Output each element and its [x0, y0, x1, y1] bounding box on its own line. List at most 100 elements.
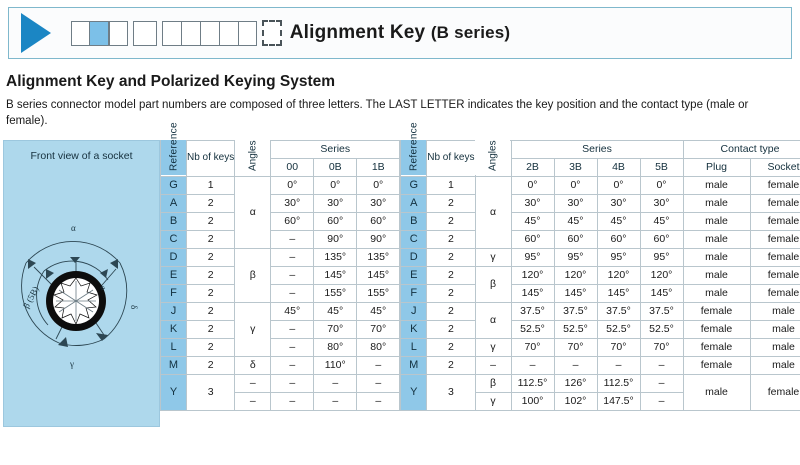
progress-chip-active [90, 20, 109, 46]
table-row: F 2–155° 155° [160, 283, 401, 303]
cell-keys: 2 [185, 319, 236, 339]
cell-keys: 2 [185, 337, 236, 357]
header-contact-type: Contact type [682, 139, 800, 159]
cell-series-3b: 30° [553, 193, 598, 213]
cell-series-0b: 155° [313, 283, 358, 303]
cell-reference: E [160, 265, 187, 285]
cell-keys: 2 [426, 355, 476, 375]
cell-series-3b: 37.5° [553, 301, 598, 321]
cell-series-3b: 95° [553, 247, 598, 267]
table-row: E 2 β 120° 120° 120° 120° male female [400, 265, 800, 303]
cell-series-5b: 30° [639, 193, 684, 213]
cell-reference: C [160, 229, 187, 249]
cell-keys: 3 [426, 373, 476, 411]
socket-diagram-svg: α β (5B) γ δ α [21, 223, 139, 369]
header-reference: Reference [400, 123, 427, 177]
header-angles: Angles [234, 140, 271, 177]
cell-reference: K [160, 319, 187, 339]
header-series-0b: 0B [313, 157, 358, 177]
table-row: F 2 145° 145° 145° 145° male female [400, 283, 800, 303]
cell-reference: J [160, 301, 187, 321]
table-row: B 2 45° 45° 45° 45° male female [400, 211, 800, 231]
cell-series-3b: 126° [553, 373, 598, 393]
cell-socket: male [749, 319, 800, 339]
cell-series-00: 30° [270, 193, 315, 213]
cell-angle: – [234, 391, 272, 411]
cell-keys: 2 [185, 283, 236, 303]
cell-series-1b: 60° [356, 211, 401, 231]
cell-angle: – [234, 373, 272, 393]
cell-series-4b: 120° [596, 265, 641, 285]
cell-socket: female [749, 283, 800, 303]
cell-keys: 2 [185, 301, 236, 321]
alignment-key-table-right: Reference Nb of keys Angles Series Conta… [400, 123, 800, 411]
cell-socket: female [749, 211, 800, 231]
progress-chip-placeholder [262, 20, 282, 46]
table-row: L 2–80° 80° [160, 337, 401, 357]
cell-plug: male [682, 211, 751, 231]
cell-plug: male [682, 247, 751, 267]
cell-series-2b: 52.5° [510, 319, 555, 339]
header-series: Series [510, 139, 684, 159]
cell-series-0b: – [313, 373, 358, 393]
cell-plug: male [682, 373, 751, 411]
cell-series-1b: 155° [356, 283, 401, 303]
cell-series-4b: 52.5° [596, 319, 641, 339]
header-angles: Angles [475, 140, 511, 177]
cell-plug: male [682, 175, 751, 195]
cell-keys: 2 [426, 211, 476, 231]
cell-series-3b: 102° [553, 391, 598, 411]
section-intro: B series connector model part numbers ar… [6, 99, 749, 127]
cell-series-5b: 37.5° [639, 301, 684, 321]
table-row: A 2 30° 30° 30° 30° male female [400, 193, 800, 213]
cell-series-0b: 80° [313, 337, 358, 357]
cell-series-1b: 90° [356, 229, 401, 249]
cell-series-2b: 30° [510, 193, 555, 213]
cell-series-4b: 45° [596, 211, 641, 231]
page-banner: Alignment Key (B series) [8, 7, 792, 59]
table-row: J 2 γ 45° 45° 45° [160, 301, 401, 357]
cell-reference: M [400, 355, 428, 375]
cell-reference: C [400, 229, 428, 249]
cell-reference: J [400, 301, 428, 321]
cell-series-5b: 60° [639, 229, 684, 249]
table-left-wrap: Reference Nb of keys Angles Series 00 0B… [160, 123, 401, 427]
cell-series-4b: 112.5° [596, 373, 641, 393]
header-plug: Plug [682, 157, 751, 177]
cell-reference: L [160, 337, 187, 357]
diagram-caption: Front view of a socket [30, 149, 133, 162]
progress-chip-group [71, 20, 287, 46]
table-row: C 2 60° 60° 60° 60° male female [400, 229, 800, 249]
cell-series-1b: 145° [356, 265, 401, 285]
cell-keys: 2 [185, 247, 236, 267]
table-subheader-row: 00 0B 1B [161, 157, 401, 177]
cell-keys: 2 [426, 247, 476, 267]
cell-series-3b: 60° [553, 229, 598, 249]
cell-series-1b: 135° [356, 247, 401, 267]
cell-series-0b: 135° [313, 247, 358, 267]
cell-series-5b: – [639, 373, 684, 393]
progress-chip [181, 20, 200, 46]
table-header-row: Reference Nb of keys Angles Series [160, 123, 401, 177]
cell-angle: γ [474, 337, 512, 357]
cell-series-00: 60° [270, 211, 315, 231]
cell-series-4b: 70° [596, 337, 641, 357]
cell-keys: 2 [426, 337, 476, 357]
cell-plug: male [682, 283, 751, 303]
cell-reference: B [160, 211, 187, 231]
cell-keys: 2 [426, 319, 476, 339]
cell-series-2b: 70° [510, 337, 555, 357]
cell-series-1b: – [356, 355, 401, 375]
cell-angle: γ [474, 391, 512, 411]
cell-keys: 2 [426, 229, 476, 249]
table-row: J 2 α 37.5° 37.5° 37.5° 37.5° female male [400, 301, 800, 339]
table-subheader-row: 2B 3B 4B 5B Plug Socket [401, 157, 800, 177]
cell-keys: 2 [426, 265, 476, 285]
cell-series-3b: 0° [553, 175, 598, 195]
cell-reference: G [400, 175, 428, 195]
cell-keys: 2 [426, 193, 476, 213]
cell-series-2b: 0° [510, 175, 555, 195]
cell-series-5b: – [639, 391, 684, 411]
progress-chip [238, 20, 257, 46]
